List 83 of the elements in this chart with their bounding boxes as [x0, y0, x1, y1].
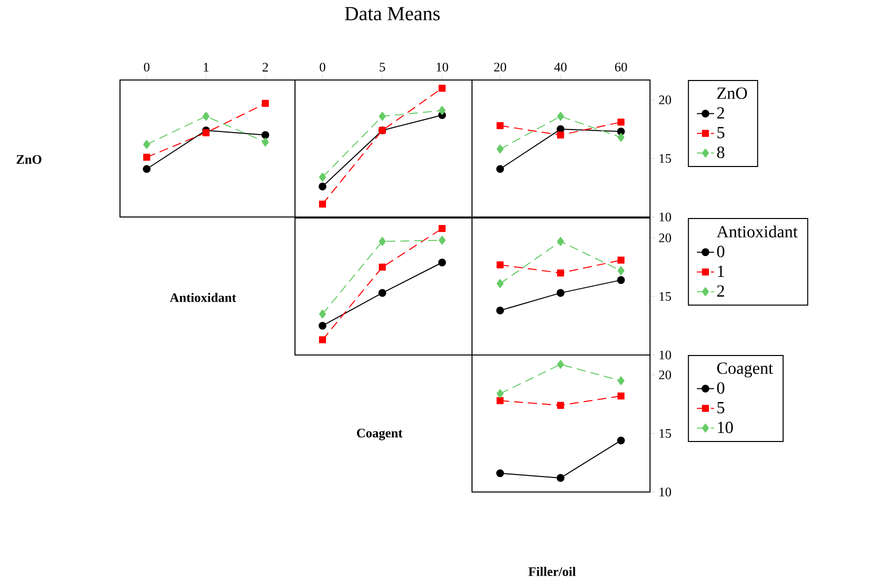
y-tick-label: 15: [660, 154, 672, 163]
x-tick-label: 2: [262, 62, 268, 72]
point: [318, 322, 326, 330]
point: [496, 165, 504, 173]
legend-label: 2: [717, 107, 724, 119]
point: [496, 306, 504, 314]
point: [557, 132, 564, 139]
point: [557, 236, 564, 246]
legend-label: 5: [717, 127, 724, 138]
legend-label: 1: [718, 266, 724, 277]
point: [617, 392, 624, 400]
point: [617, 118, 624, 126]
point: [617, 276, 625, 284]
point: [202, 129, 210, 136]
point: [319, 336, 326, 344]
point: [378, 236, 386, 246]
x-tick-label: 5: [380, 62, 386, 72]
x-axis-title: Filler/oil: [528, 566, 576, 576]
point: [496, 261, 504, 268]
x-tick-label: 1: [204, 62, 208, 72]
point: [496, 469, 504, 478]
point: [438, 106, 446, 115]
legend-label: 0: [717, 246, 724, 258]
x-tick-label: 60: [615, 62, 627, 72]
y-tick-label: 20: [659, 370, 672, 380]
y-tick-label: 20: [659, 234, 672, 242]
point: [319, 310, 326, 319]
point: [262, 100, 269, 107]
point: [617, 256, 624, 264]
point: [143, 154, 150, 161]
point: [496, 389, 504, 398]
point: [262, 138, 269, 147]
legend-label: 5: [717, 402, 724, 414]
point: [556, 289, 564, 297]
point: [496, 144, 504, 154]
point: [142, 165, 151, 173]
chart-title: Data Means: [344, 7, 440, 20]
x-tick-label: 10: [436, 62, 448, 72]
point: [378, 289, 386, 297]
x-tick-label: 40: [554, 62, 567, 72]
y-tick-label: 15: [660, 429, 672, 438]
legend-label: 8: [717, 146, 724, 158]
x-tick-label: 20: [494, 62, 506, 72]
point: [438, 258, 446, 266]
point: [378, 112, 386, 121]
point: [557, 270, 564, 277]
y-axis-title: Coagent: [356, 428, 402, 440]
x-tick-label: 0: [320, 62, 326, 72]
point: [557, 402, 564, 409]
point: [143, 140, 150, 149]
point: [202, 112, 210, 121]
point: [319, 172, 326, 182]
y-tick-label: 10: [660, 488, 672, 496]
legend-label: 10: [718, 422, 733, 434]
point: [319, 200, 326, 208]
legend-label: 0: [717, 382, 724, 394]
legend-title: Antioxidant: [716, 226, 798, 238]
point: [617, 266, 624, 276]
point: [557, 360, 564, 369]
point: [438, 236, 446, 245]
point: [496, 397, 504, 404]
legend-label: 2: [717, 285, 724, 297]
point: [556, 474, 564, 482]
x-tick-label: 0: [144, 62, 150, 72]
y-tick-label: 10: [660, 212, 672, 222]
point: [261, 131, 270, 139]
y-axis-title: Antioxidant: [170, 292, 236, 302]
point: [557, 112, 564, 121]
y-tick-label: 20: [659, 96, 672, 104]
point: [617, 376, 624, 386]
point: [496, 122, 504, 130]
point: [378, 264, 386, 271]
point: [438, 225, 446, 232]
point: [617, 132, 624, 142]
legend-title: ZnO: [717, 87, 747, 99]
y-tick-label: 10: [660, 350, 672, 360]
point: [318, 182, 326, 190]
point: [617, 436, 625, 444]
y-axis-title: ZnO: [16, 155, 42, 164]
point: [496, 279, 504, 288]
point: [438, 84, 446, 92]
legend-title: Coagent: [717, 362, 774, 378]
y-tick-label: 15: [660, 292, 672, 301]
